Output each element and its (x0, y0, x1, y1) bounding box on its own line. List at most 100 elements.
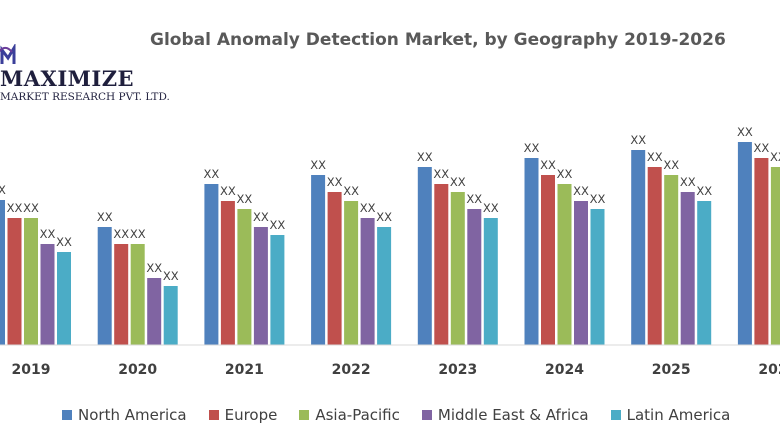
bar-2026-2 (770, 167, 780, 345)
legend-label: Asia-Pacific (315, 406, 400, 424)
bar-2024-4 (590, 209, 605, 345)
bars-layer (0, 142, 780, 345)
bar-2021-4 (270, 235, 285, 345)
bar-2019-3 (40, 244, 55, 345)
data-label: XX (737, 125, 753, 139)
legend-item: Asia-Pacific (299, 406, 400, 424)
data-label: XX (663, 158, 679, 172)
data-label: XX (376, 210, 392, 224)
x-tick-label: 2020 (118, 362, 157, 378)
data-label: XX (310, 158, 326, 172)
bar-2023-2 (450, 192, 465, 345)
x-tick-label: 2021 (225, 362, 264, 378)
brand-tagline: MARKET RESEARCH PVT. LTD. (0, 91, 170, 103)
x-tick-label: 2024 (545, 362, 584, 378)
data-label: XX (770, 150, 780, 164)
data-label: XX (113, 227, 129, 241)
bar-2023-0 (417, 167, 432, 345)
bar-2025-0 (631, 150, 646, 345)
legend-label: North America (78, 406, 187, 424)
legend-label: Middle East & Africa (437, 406, 589, 424)
bar-2021-2 (237, 209, 252, 345)
legend-item: Latin America (610, 406, 731, 424)
bar-2021-0 (204, 184, 219, 345)
data-label: XX (450, 175, 466, 189)
x-tick-label: 2019 (12, 362, 51, 378)
bar-2025-3 (680, 192, 695, 345)
data-label: XX (7, 201, 23, 215)
data-label: XX (97, 210, 113, 224)
legend-swatch (610, 410, 621, 420)
bar-2020-0 (97, 227, 112, 345)
data-label: XX (327, 175, 343, 189)
bar-2025-2 (664, 175, 679, 345)
bar-2025-4 (697, 201, 712, 345)
data-label: XX (253, 210, 269, 224)
data-label: XX (433, 167, 449, 181)
bar-2020-3 (147, 278, 162, 345)
data-label: XX (573, 184, 589, 198)
x-tick-label: 2022 (332, 362, 371, 378)
bar-2022-2 (344, 201, 359, 345)
bar-2022-1 (327, 192, 342, 345)
bar-2019-1 (7, 218, 22, 345)
bar-2019-4 (57, 252, 71, 345)
data-label: XX (40, 227, 56, 241)
data-label: XX (163, 269, 179, 283)
data-label: XX (220, 184, 236, 198)
data-label: XX (270, 218, 286, 232)
bar-2025-1 (647, 167, 662, 345)
x-tick-labels: 2019 2020 2021 2022 2023 2024 2025 2026 (12, 362, 780, 378)
legend-label: Europe (224, 406, 278, 424)
data-label: XX (696, 184, 712, 198)
bar-2024-0 (524, 158, 539, 345)
data-label: XX (417, 150, 433, 164)
data-label: XX (647, 150, 663, 164)
data-label: XX (343, 184, 359, 198)
data-label: XX (590, 192, 606, 206)
bar-2021-3 (253, 227, 268, 345)
bar-2026-1 (754, 158, 769, 345)
legend-swatch (299, 410, 310, 420)
data-label: XX (483, 201, 499, 215)
legend-swatch (208, 410, 219, 420)
data-label: XX (680, 175, 696, 189)
data-label: XX (23, 201, 39, 215)
bar-2022-3 (360, 218, 375, 345)
x-tick-label: 2025 (652, 362, 691, 378)
legend-swatch (421, 410, 432, 420)
bar-2026-0 (737, 142, 752, 345)
legend-label: Latin America (626, 406, 731, 424)
chart-title: Global Anomaly Detection Market, by Geog… (150, 30, 726, 50)
x-tick-label: 2023 (438, 362, 477, 378)
bar-2023-1 (434, 184, 449, 345)
data-label: XX (754, 141, 770, 155)
data-label: XX (524, 141, 540, 155)
chart-legend: North America Europe Asia-Pacific Middle Ea… (62, 406, 730, 424)
brand-name: MAXIMIZE (0, 66, 135, 91)
bar-2024-1 (541, 175, 555, 345)
data-label: XX (0, 183, 6, 197)
legend-swatch (62, 410, 72, 420)
bar-2023-3 (467, 209, 482, 345)
bar-2020-2 (130, 244, 145, 345)
bar-2022-0 (311, 175, 326, 345)
data-label: XX (540, 158, 556, 172)
legend-item: North America (62, 406, 187, 424)
bar-2024-3 (574, 201, 588, 345)
data-label: XX (466, 192, 482, 206)
bar-2024-2 (557, 184, 572, 345)
data-label: XX (557, 167, 573, 181)
bar-2019-0 (0, 200, 5, 345)
legend-item: Europe (208, 406, 278, 424)
bar-2021-1 (220, 201, 235, 345)
legend-item: Middle East & Africa (421, 406, 589, 424)
bar-2019-2 (24, 218, 38, 345)
brand-logo-mark (0, 44, 16, 64)
data-label: XX (630, 133, 646, 147)
data-label: XX (56, 235, 72, 249)
bar-2020-1 (114, 244, 129, 345)
bar-2020-4 (163, 286, 178, 345)
